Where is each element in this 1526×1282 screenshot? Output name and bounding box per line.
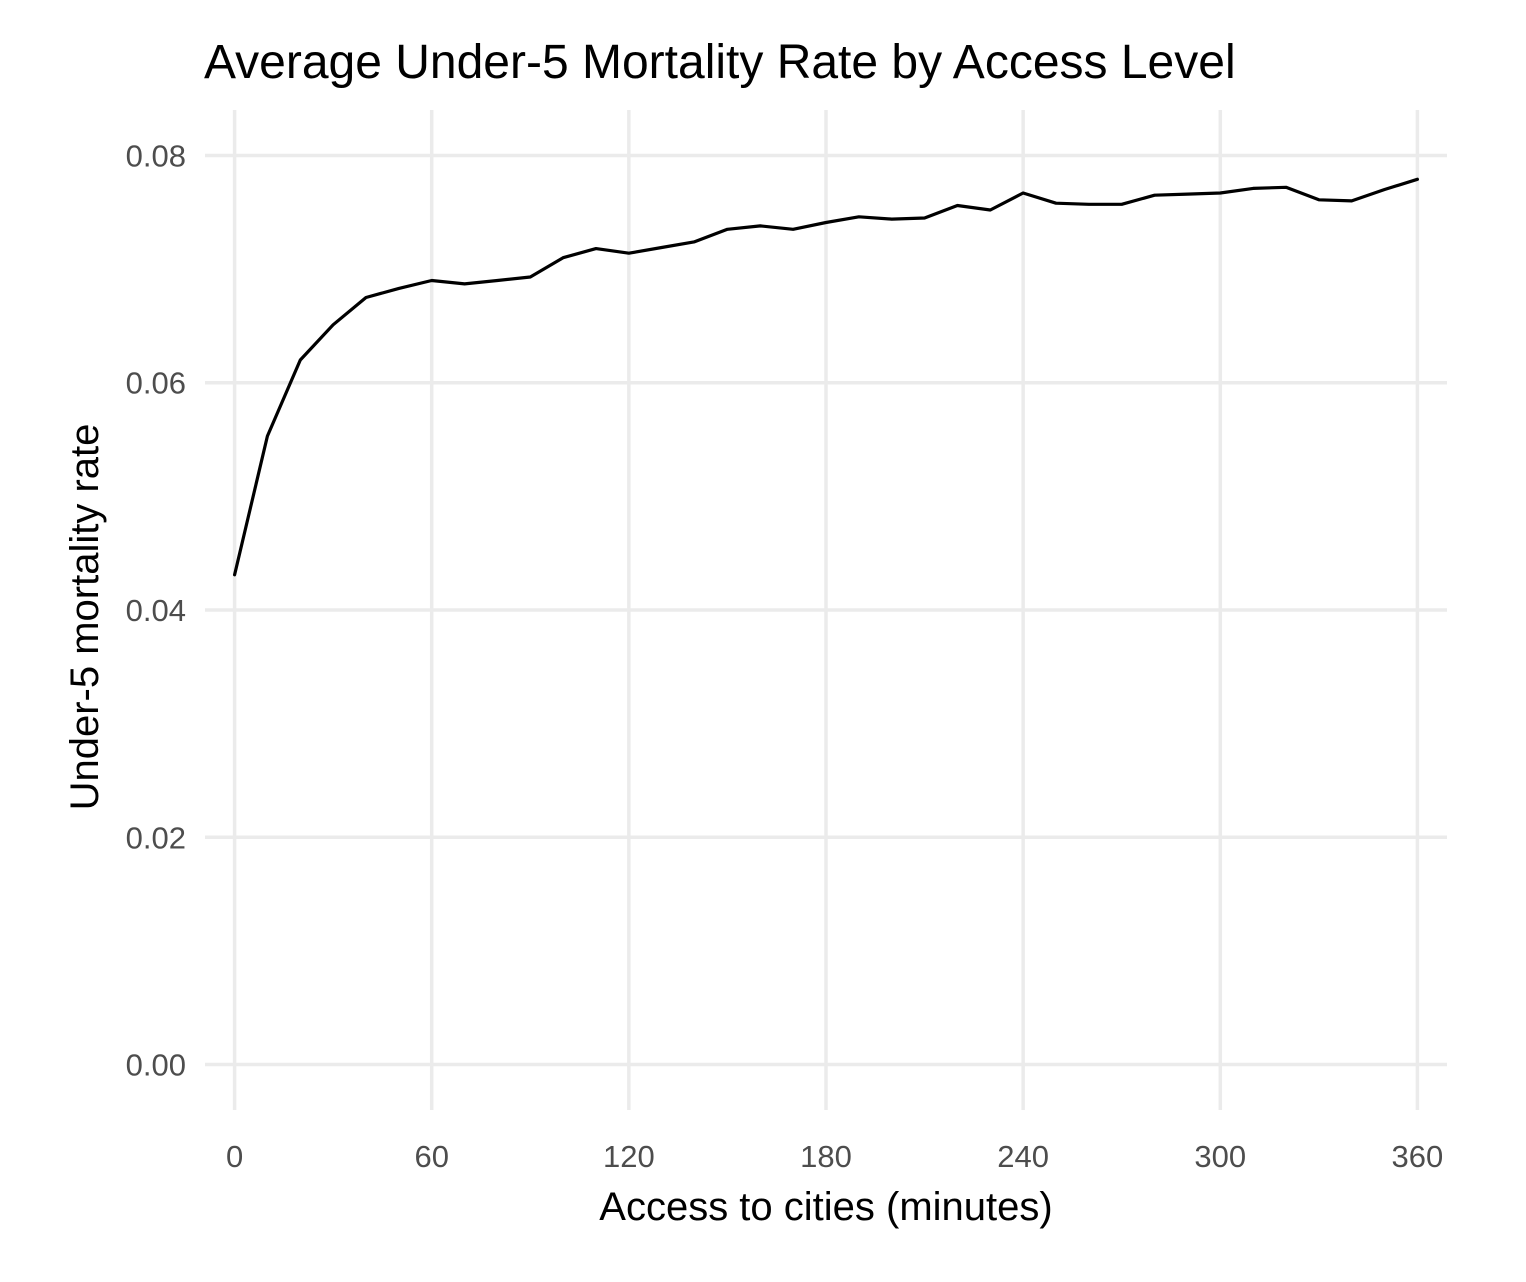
x-tick-label: 360 bbox=[1392, 1139, 1444, 1174]
y-tick-label: 0.04 bbox=[126, 593, 186, 628]
x-tick-label: 60 bbox=[414, 1139, 448, 1174]
y-tick-label: 0.08 bbox=[126, 138, 186, 173]
x-tick-label: 300 bbox=[1194, 1139, 1246, 1174]
y-axis-title: Under-5 mortality rate bbox=[63, 424, 107, 811]
x-tick-label: 180 bbox=[800, 1139, 852, 1174]
y-tick-label: 0.02 bbox=[126, 820, 186, 855]
y-axis-ticks: 0.00 0.02 0.04 0.06 0.08 bbox=[126, 138, 186, 1082]
chart-title: Average Under-5 Mortality Rate by Access… bbox=[204, 36, 1236, 89]
series-layer bbox=[233, 177, 1420, 577]
x-tick-label: 0 bbox=[226, 1139, 243, 1174]
x-axis-ticks: 0 60 120 180 240 300 360 bbox=[226, 1139, 1443, 1174]
x-tick-label: 120 bbox=[603, 1139, 655, 1174]
y-tick-label: 0.06 bbox=[126, 366, 186, 401]
grid-lines bbox=[205, 110, 1447, 1110]
series-line bbox=[233, 177, 1420, 577]
x-tick-label: 240 bbox=[997, 1139, 1049, 1174]
x-axis-title: Access to cities (minutes) bbox=[599, 1185, 1052, 1229]
y-tick-label: 0.00 bbox=[126, 1048, 186, 1083]
